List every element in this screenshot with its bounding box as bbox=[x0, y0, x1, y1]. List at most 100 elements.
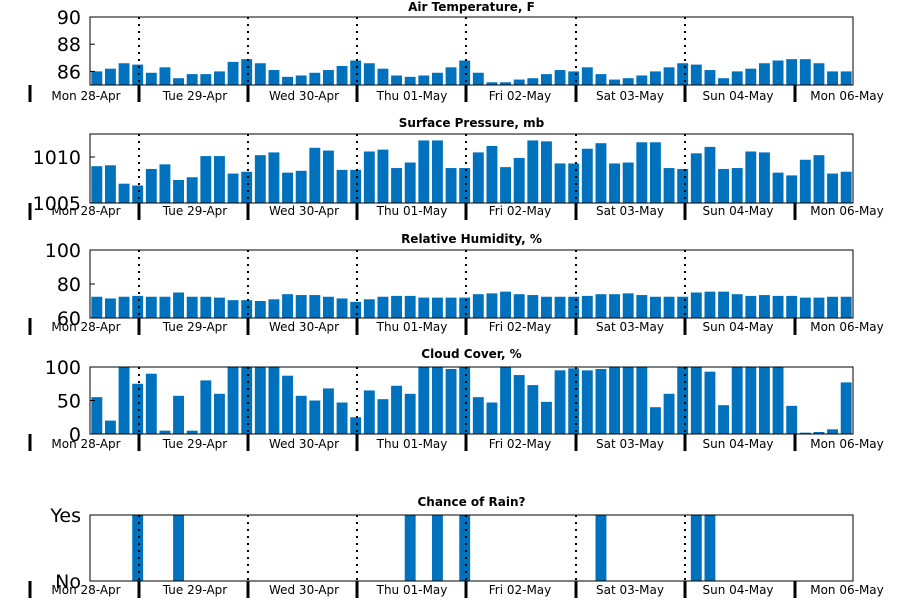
x-tick-label: Mon 28-Apr bbox=[51, 204, 120, 218]
bar bbox=[609, 367, 621, 434]
bar bbox=[840, 71, 852, 85]
bar bbox=[213, 297, 225, 318]
bar bbox=[132, 64, 144, 85]
x-tick-label: Sat 03-May bbox=[596, 583, 664, 597]
bar bbox=[772, 295, 784, 318]
bar bbox=[609, 79, 621, 85]
bar bbox=[145, 296, 157, 318]
bar bbox=[241, 171, 253, 203]
x-tick-label: Sun 04-May bbox=[702, 89, 773, 103]
bar bbox=[200, 74, 212, 85]
bar bbox=[404, 295, 416, 318]
bar bbox=[418, 367, 430, 434]
bar bbox=[145, 168, 157, 203]
bar bbox=[758, 367, 770, 434]
bar bbox=[690, 292, 702, 318]
x-tick-label: Thu 01-May bbox=[376, 89, 448, 103]
bar bbox=[104, 298, 116, 318]
x-tick-label: Mon 28-Apr bbox=[51, 437, 120, 451]
bar bbox=[568, 368, 580, 434]
bar bbox=[173, 515, 185, 581]
x-tick-label: Sat 03-May bbox=[596, 320, 664, 334]
bar bbox=[377, 296, 389, 318]
bar bbox=[118, 296, 130, 318]
bar bbox=[459, 515, 471, 581]
bar bbox=[309, 147, 321, 203]
x-tick-label: Thu 01-May bbox=[376, 320, 448, 334]
bar bbox=[813, 297, 825, 318]
bar bbox=[459, 60, 471, 85]
bar bbox=[772, 172, 784, 203]
bar bbox=[391, 75, 403, 85]
bar bbox=[581, 370, 593, 434]
bar bbox=[500, 367, 512, 434]
bar bbox=[91, 397, 103, 434]
y-tick-label: 88 bbox=[57, 34, 81, 56]
bar bbox=[636, 142, 648, 203]
y-tick-label: Yes bbox=[49, 505, 81, 527]
bar bbox=[636, 75, 648, 85]
bar bbox=[459, 367, 471, 434]
bar bbox=[704, 70, 716, 85]
bar bbox=[581, 295, 593, 318]
bar bbox=[431, 140, 443, 203]
bar bbox=[431, 367, 443, 434]
x-tick-label: Mon 06-May bbox=[810, 89, 884, 103]
bar bbox=[459, 168, 471, 203]
bar bbox=[840, 296, 852, 318]
bar bbox=[282, 76, 294, 85]
x-tick-label: Wed 30-Apr bbox=[269, 320, 339, 334]
bar bbox=[718, 291, 730, 318]
bar bbox=[104, 68, 116, 85]
bar bbox=[786, 59, 798, 85]
bar bbox=[200, 296, 212, 318]
x-tick-label: Sun 04-May bbox=[702, 583, 773, 597]
bar bbox=[595, 143, 607, 203]
bar bbox=[663, 67, 675, 85]
x-tick-label: Tue 29-Apr bbox=[162, 583, 227, 597]
bar bbox=[322, 150, 334, 203]
chart-title: Surface Pressure, mb bbox=[399, 116, 545, 130]
bar bbox=[404, 162, 416, 203]
bar bbox=[186, 74, 198, 85]
x-tick-label: Mon 28-Apr bbox=[51, 320, 120, 334]
bar bbox=[91, 296, 103, 318]
x-tick-label: Tue 29-Apr bbox=[162, 437, 227, 451]
bar bbox=[295, 295, 307, 318]
x-tick-label: Sun 04-May bbox=[702, 437, 773, 451]
x-tick-label: Sat 03-May bbox=[596, 89, 664, 103]
bar bbox=[159, 164, 171, 203]
bar bbox=[104, 420, 116, 434]
bar bbox=[268, 152, 280, 203]
bar bbox=[241, 367, 253, 434]
bar bbox=[350, 301, 362, 318]
bar bbox=[527, 140, 539, 203]
chart-panel: 60 80 100 Mon 28-Apr Tue 29-Apr Wed 30-Apr Thu… bbox=[28, 232, 884, 335]
x-tick-label: Mon 28-Apr bbox=[51, 583, 120, 597]
x-tick-label: Wed 30-Apr bbox=[269, 437, 339, 451]
bar bbox=[404, 515, 416, 581]
bar bbox=[540, 296, 552, 318]
bar bbox=[813, 431, 825, 434]
x-tick-label: Fri 02-May bbox=[489, 320, 552, 334]
y-tick-label: No bbox=[55, 571, 81, 593]
bar bbox=[254, 155, 266, 203]
bar bbox=[418, 140, 430, 203]
axes-frame bbox=[89, 133, 854, 204]
bar bbox=[91, 71, 103, 85]
bar bbox=[404, 393, 416, 434]
bar bbox=[649, 296, 661, 318]
chart-title: Air Temperature, F bbox=[408, 0, 535, 14]
bar bbox=[91, 166, 103, 203]
bar bbox=[159, 296, 171, 318]
bar bbox=[622, 162, 634, 203]
bar bbox=[486, 145, 498, 203]
bar bbox=[827, 71, 839, 85]
bar bbox=[459, 297, 471, 318]
bar bbox=[527, 295, 539, 318]
y-tick-label: 60 bbox=[57, 308, 81, 330]
bar bbox=[350, 417, 362, 434]
bar bbox=[758, 63, 770, 85]
bar bbox=[663, 168, 675, 203]
